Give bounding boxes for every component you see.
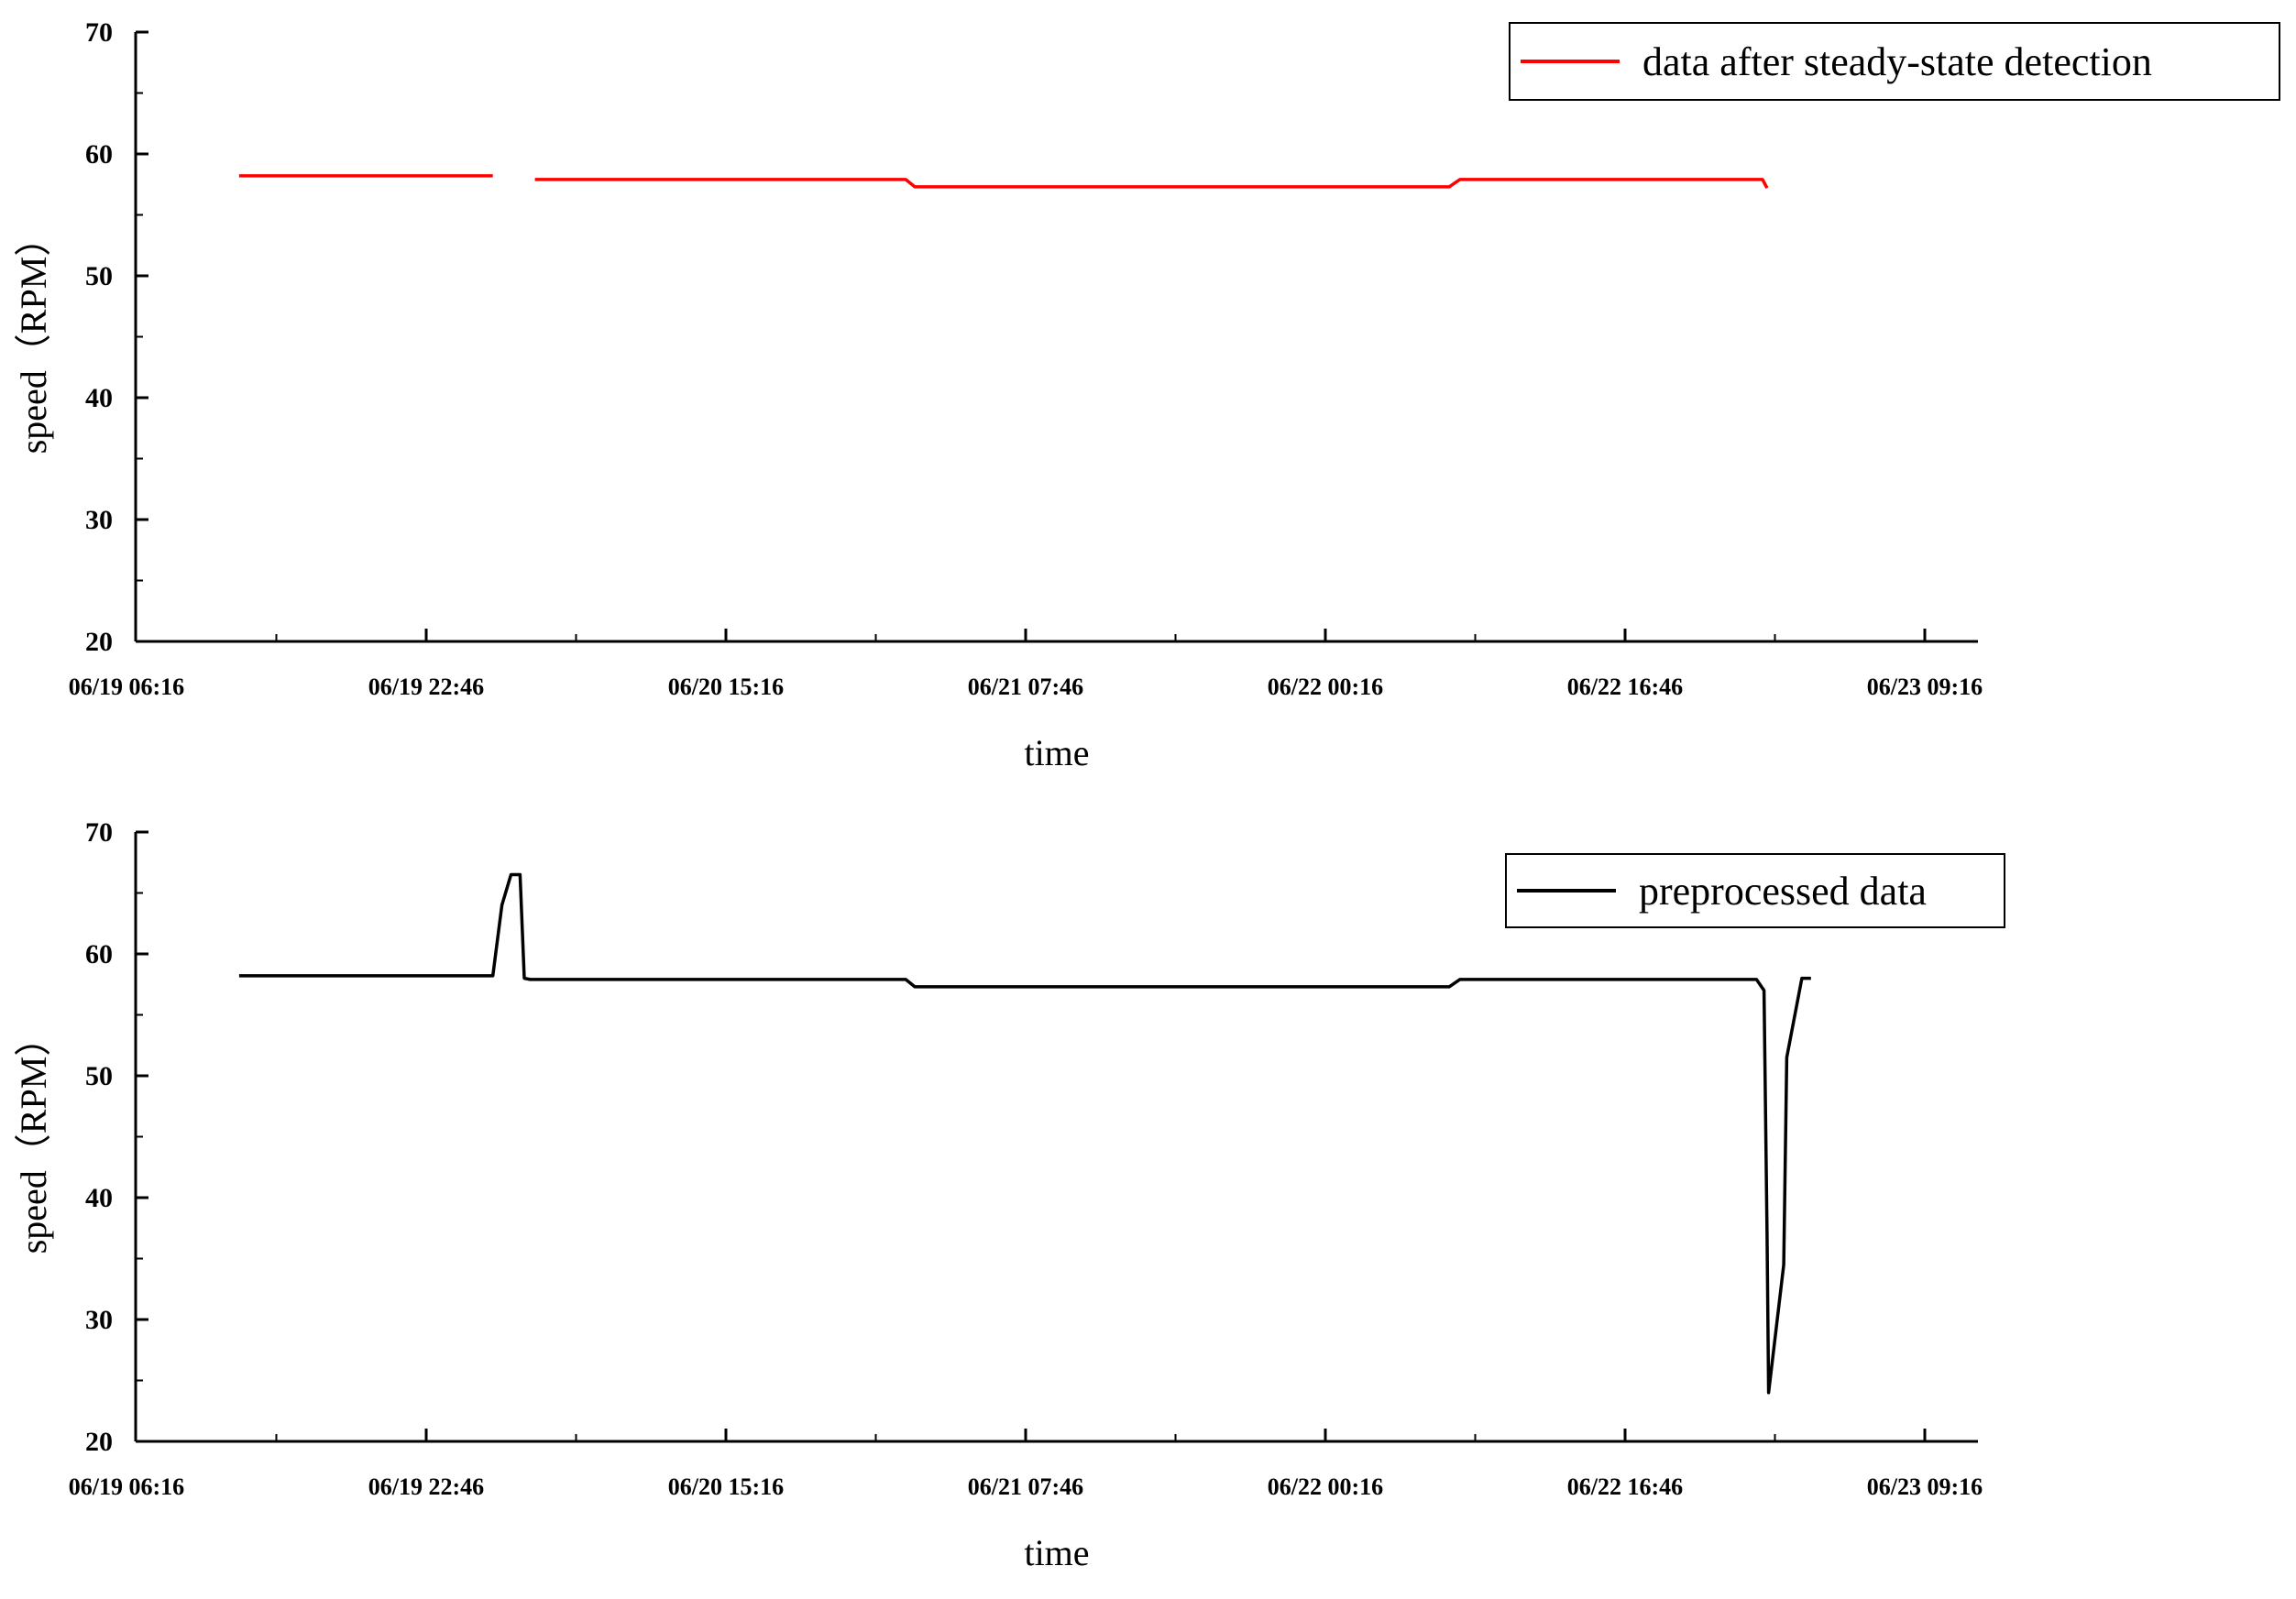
chart-panel-2: 20 30 40 50 60 70 06/19 06:16 06/19 22:46 06/20 … (13, 817, 2005, 1573)
legend-box (1509, 22, 2280, 101)
y-tick-label: 50 (85, 261, 113, 291)
y-tick-label: 30 (85, 1305, 113, 1335)
x-tick-label: 06/22 16:46 (1567, 1473, 1683, 1500)
y-tick-label: 60 (85, 939, 113, 969)
x-tick-label: 06/22 00:16 (1268, 674, 1383, 700)
x-tick-label: 06/19 22:46 (368, 1473, 484, 1500)
y-axis-title: speed（RPM） (13, 220, 54, 455)
x-axis-title: time (1024, 1532, 1089, 1573)
x-tick-label: 06/20 15:16 (668, 1473, 784, 1500)
x-tick-label: 06/20 15:16 (668, 674, 784, 700)
y-tick-label: 20 (85, 627, 113, 657)
y-tick-label: 30 (85, 505, 113, 535)
y-tick-label: 40 (85, 383, 113, 413)
x-tick-label: 06/23 09:16 (1867, 674, 1983, 700)
legend: preprocessed data (1505, 853, 2005, 928)
y-tick-label: 60 (85, 139, 113, 170)
y-tick-label: 70 (85, 17, 113, 48)
chart-panel-1: 20 30 40 50 60 70 06/19 06:16 06/19 22:46 06/20 … (13, 17, 2280, 773)
x-tick-label: 06/22 00:16 (1268, 1473, 1383, 1500)
legend-label: data after steady-state detection (1642, 39, 2152, 84)
x-tick-label: 06/23 09:16 (1867, 1473, 1983, 1500)
x-tick-label: 06/19 06:16 (69, 1473, 184, 1500)
x-tick-label: 06/21 07:46 (968, 674, 1083, 700)
x-tick-label: 06/21 07:46 (968, 1473, 1083, 1500)
legend-label: preprocessed data (1639, 869, 1927, 914)
y-tick-label: 20 (85, 1427, 113, 1457)
y-tick-label: 50 (85, 1061, 113, 1091)
x-tick-label: 06/19 06:16 (69, 674, 184, 700)
x-axis-title: time (1024, 732, 1089, 773)
legend: data after steady-state detection (1509, 22, 2280, 101)
y-tick-label: 70 (85, 817, 113, 848)
series-line-1-segment-1 (238, 872, 1811, 1395)
y-tick-label: 40 (85, 1183, 113, 1213)
y-axis-title: speed（RPM） (13, 1020, 54, 1254)
x-tick-label: 06/19 22:46 (368, 674, 484, 700)
x-tick-label: 06/22 16:46 (1567, 674, 1683, 700)
series-line-1-segment-2 (534, 178, 1769, 190)
